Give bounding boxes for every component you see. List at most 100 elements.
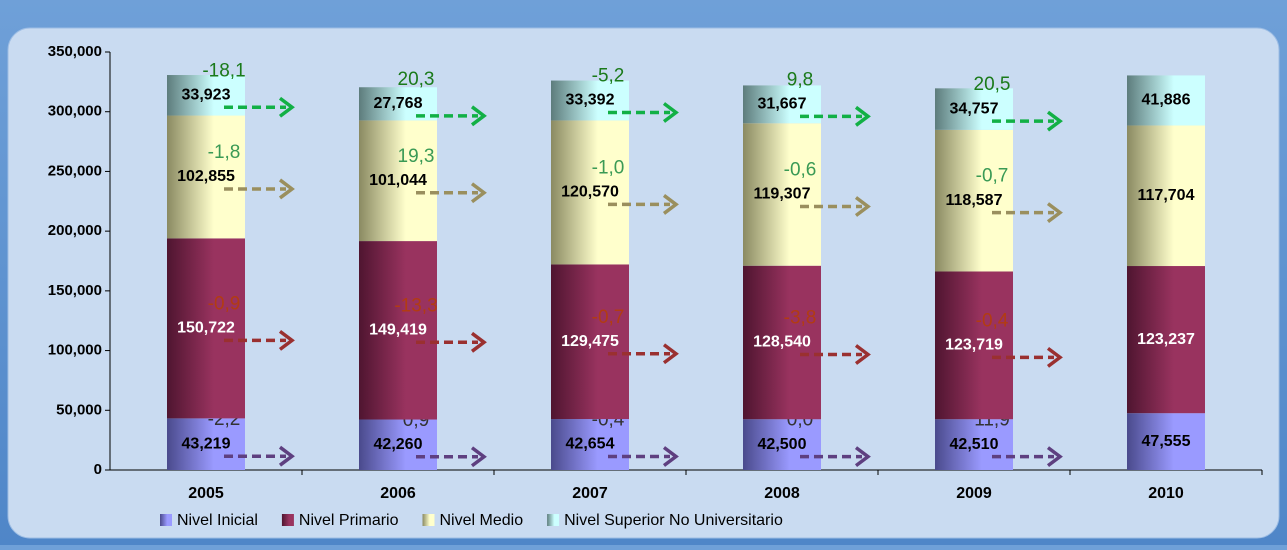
bar-segment (1127, 413, 1205, 470)
data-label: 102,855 (177, 168, 235, 185)
arrow-head (1046, 202, 1063, 224)
bar-segment (1127, 266, 1205, 414)
legend-swatch (422, 514, 435, 526)
data-label: 42,654 (566, 436, 615, 453)
y-tick-label: 100,000 (48, 342, 102, 359)
y-tick-label: 300,000 (48, 103, 102, 120)
legend-swatch (160, 514, 172, 526)
data-label: 150,722 (177, 320, 235, 337)
bar-segment (551, 120, 629, 265)
change-label: -0,6 (784, 160, 817, 181)
bar-segment (935, 88, 1013, 130)
bar-segment (359, 241, 437, 420)
bar-segment (743, 419, 821, 470)
x-tick-label: 2006 (380, 485, 416, 502)
change-label: -0,9 (208, 293, 241, 314)
data-label: 43,219 (182, 435, 231, 452)
data-label: 118,587 (946, 192, 1003, 209)
bar-segment (167, 418, 245, 470)
arrow-head (662, 194, 679, 215)
data-label: 34,757 (950, 100, 999, 117)
arrow-head (278, 445, 295, 467)
data-label: 33,923 (182, 87, 231, 104)
arrow-head (662, 446, 679, 467)
arrow-head (1046, 346, 1063, 368)
arrow-head (1046, 110, 1063, 132)
arrow-head (854, 344, 871, 365)
legend-swatch (281, 514, 294, 526)
bar-segment (743, 123, 821, 266)
bar-segment (935, 419, 1013, 470)
bar-segment (1127, 75, 1205, 126)
legend-label: Nivel Medio (440, 512, 524, 529)
x-tick-label: 2009 (956, 485, 992, 502)
arrow-head (278, 329, 295, 351)
data-label: 117,704 (1138, 187, 1195, 204)
bar-segment (551, 419, 629, 470)
legend-label: Nivel Inicial (177, 512, 258, 529)
y-tick-label: 200,000 (48, 222, 102, 239)
change-label: -1,0 (592, 157, 625, 178)
change-label: 20,3 (398, 69, 435, 90)
bar-segment (167, 238, 245, 419)
data-label: 41,886 (1142, 92, 1191, 109)
data-label: 123,237 (1137, 331, 1195, 348)
data-label: 119,307 (754, 186, 811, 203)
data-label: 120,570 (561, 184, 619, 201)
data-label: 129,475 (561, 333, 619, 350)
data-label: 47,555 (1142, 433, 1191, 450)
change-label: -3,8 (784, 308, 817, 329)
change-label: 9,8 (787, 69, 813, 90)
data-label: 42,500 (758, 436, 807, 453)
data-label: 42,260 (374, 436, 423, 453)
y-tick-label: 50,000 (56, 401, 102, 418)
y-tick-label: 150,000 (48, 282, 102, 299)
data-label: 128,540 (753, 334, 811, 351)
arrow-head (470, 446, 487, 468)
y-tick-label: 250,000 (48, 162, 102, 179)
change-label: -1,8 (208, 142, 241, 163)
x-tick-label: 2005 (188, 485, 224, 502)
change-label: -0,7 (592, 307, 625, 328)
bar-segment (935, 271, 1013, 420)
change-label: -13,3 (394, 295, 437, 316)
arrow-head (854, 105, 871, 127)
arrow-head (470, 182, 487, 204)
data-label: 33,392 (566, 92, 615, 109)
change-label: -18,1 (202, 60, 245, 81)
bar-segment (935, 129, 1013, 272)
data-label: 149,419 (369, 322, 427, 339)
bar-segment (359, 419, 437, 470)
data-label: 31,667 (758, 96, 807, 113)
arrow-head (854, 196, 871, 217)
bar-segment (359, 120, 437, 242)
arrow-head (1046, 446, 1063, 468)
arrow-head (662, 343, 679, 365)
arrow-head (662, 102, 679, 123)
bar-segment (167, 115, 245, 239)
x-tick-label: 2008 (764, 485, 800, 502)
y-tick-label: 0 (94, 461, 102, 478)
y-tick-label: 350,000 (48, 43, 102, 60)
change-label: -0,7 (976, 166, 1009, 187)
arrow-head (278, 96, 295, 118)
x-tick-label: 2007 (572, 485, 608, 502)
arrow-head (278, 178, 295, 200)
bar-segment (743, 265, 821, 420)
arrow-head (854, 446, 871, 468)
data-label: 123,719 (945, 337, 1003, 354)
change-label: -0,4 (976, 310, 1009, 331)
data-label: 42,510 (950, 436, 999, 453)
bar-segment (1127, 125, 1205, 267)
x-tick-label: 2010 (1148, 485, 1184, 502)
arrow-head (470, 331, 487, 353)
data-label: 101,044 (369, 172, 427, 189)
bar-segment (551, 264, 629, 420)
legend-label: Nivel Primario (299, 512, 399, 529)
change-label: 19,3 (398, 146, 435, 167)
data-label: 27,768 (374, 95, 423, 112)
change-label: -5,2 (592, 66, 625, 87)
legend-swatch (547, 514, 560, 526)
